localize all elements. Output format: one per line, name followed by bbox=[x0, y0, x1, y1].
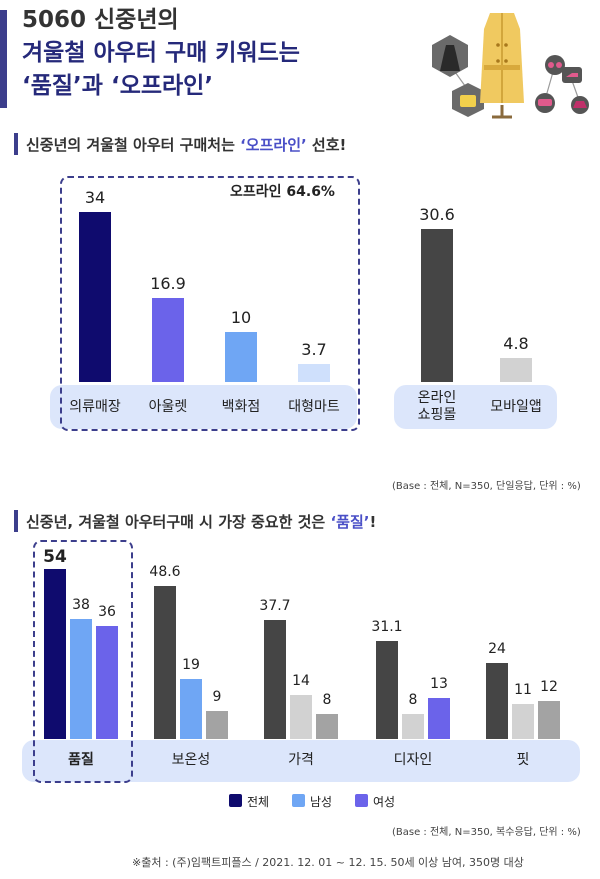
value-label-1: 34 bbox=[84, 188, 106, 207]
bar-보온성-남성 bbox=[180, 679, 202, 739]
bar-품질-남성 bbox=[70, 619, 92, 739]
legend-label-male: 남성 bbox=[310, 795, 333, 809]
section1-note: (Base : 전체, N=350, 단일응답, 단위 : %) bbox=[392, 481, 581, 492]
legend-swatch-total bbox=[229, 794, 242, 807]
category-label-line: 의류매장 bbox=[69, 399, 121, 415]
bar-6 bbox=[500, 358, 532, 382]
value-label-디자인-남성: 8 bbox=[408, 691, 418, 708]
category-label-3: 백화점 bbox=[201, 399, 281, 416]
category-label-2: 아울렛 bbox=[128, 399, 208, 416]
value-label-디자인-여성: 13 bbox=[430, 676, 448, 693]
value-label-핏-여성: 12 bbox=[540, 679, 558, 696]
section2-title-post: ! bbox=[369, 513, 377, 531]
section1-title: 신중년의 겨울철 아우터 구매처는 ‘오프라인’ 선호! bbox=[26, 134, 346, 155]
category-label-line: 모바일앱 bbox=[490, 399, 542, 415]
category-label-디자인: 디자인 bbox=[393, 752, 433, 768]
bar-품질-여성 bbox=[96, 625, 118, 739]
section2-title-highlight: ‘품질’ bbox=[330, 513, 370, 531]
bar-가격-전체 bbox=[264, 620, 286, 739]
bar-1 bbox=[79, 212, 111, 382]
section1-title-highlight: ‘오프라인’ bbox=[240, 136, 307, 154]
page-title: 5060 신중년의 겨울철 아우터 구매 키워드는 ‘품질’과 ‘오프라인’ bbox=[22, 4, 300, 103]
value-label-품질-여성: 36 bbox=[98, 603, 116, 620]
title-line-1: 5060 신중년의 bbox=[22, 7, 179, 33]
category-label-보온성: 보온성 bbox=[171, 752, 211, 768]
value-label-3: 10 bbox=[230, 308, 252, 327]
value-label-보온성-여성: 9 bbox=[212, 688, 222, 705]
section2-note: (Base : 전체, N=350, 복수응답, 단위 : %) bbox=[392, 827, 581, 838]
bar-5 bbox=[421, 229, 453, 382]
value-label-가격-남성: 14 bbox=[292, 672, 310, 689]
value-label-핏-전체: 24 bbox=[488, 641, 506, 658]
bar-보온성-여성 bbox=[206, 710, 228, 739]
bar-보온성-전체 bbox=[154, 585, 176, 739]
offline-highlight-box bbox=[60, 176, 360, 431]
category-label-line: 백화점 bbox=[221, 399, 261, 415]
category-label-핏: 핏 bbox=[516, 752, 530, 768]
online-category-band bbox=[394, 385, 557, 429]
source-note: ※출처 : (주)임팩트피플스 / 2021. 12. 01 ~ 12. 15.… bbox=[132, 856, 524, 869]
category-label-line: 대형마트 bbox=[288, 399, 340, 415]
bar-품질-전체 bbox=[44, 568, 66, 739]
bar-핏-여성 bbox=[538, 701, 560, 739]
value-label-5: 30.6 bbox=[419, 205, 455, 224]
value-label-가격-전체: 37.7 bbox=[259, 598, 291, 615]
bar-3 bbox=[225, 332, 257, 382]
value-label-4: 3.7 bbox=[301, 339, 327, 359]
bar-핏-남성 bbox=[512, 704, 534, 739]
bar-4 bbox=[298, 363, 330, 382]
outerwear-illustration bbox=[432, 13, 589, 119]
legend-swatch-male bbox=[292, 794, 305, 807]
value-label-6: 4.8 bbox=[503, 334, 529, 353]
section2-accent-bar bbox=[14, 510, 18, 532]
category-label-line: 온라인 bbox=[417, 390, 457, 406]
value-label-핏-남성: 11 bbox=[514, 682, 532, 699]
category-label-품질: 품질 bbox=[68, 752, 94, 768]
section1-title-post: 선호! bbox=[306, 136, 347, 154]
category-label-가격: 가격 bbox=[288, 752, 314, 768]
value-label-디자인-전체: 31.1 bbox=[371, 619, 403, 636]
bar-가격-여성 bbox=[316, 713, 338, 739]
category-label-6: 모바일앱 bbox=[476, 399, 556, 416]
section2-title-pre: 신중년, 겨울철 아우터구매 시 가장 중요한 것은 bbox=[26, 513, 331, 531]
section2-title: 신중년, 겨울철 아우터구매 시 가장 중요한 것은 ‘품질’! bbox=[26, 511, 376, 532]
bar-2 bbox=[152, 297, 184, 382]
value-label-2: 16.9 bbox=[150, 273, 186, 293]
bar-디자인-여성 bbox=[428, 698, 450, 739]
bar-핏-전체 bbox=[486, 663, 508, 739]
value-label-품질-남성: 38 bbox=[72, 597, 90, 614]
legend-label-total: 전체 bbox=[247, 795, 270, 809]
bar-디자인-남성 bbox=[402, 713, 424, 739]
category-label-line: 아울렛 bbox=[148, 399, 188, 415]
title-line-2: 겨울철 아우터 구매 키워드는 bbox=[22, 40, 300, 66]
title-accent-bar bbox=[0, 10, 7, 108]
glasses-icon bbox=[545, 55, 565, 75]
factor-category-band bbox=[22, 740, 580, 782]
offline-category-band bbox=[50, 385, 357, 429]
value-label-보온성-남성: 19 bbox=[182, 657, 200, 674]
bar-가격-남성 bbox=[290, 694, 312, 739]
category-label-line: 쇼핑몰 bbox=[417, 407, 457, 423]
quality-highlight-box bbox=[33, 540, 133, 783]
value-label-보온성-전체: 48.6 bbox=[149, 563, 181, 580]
offline-total-label: 오프라인 64.6% bbox=[230, 184, 335, 200]
category-label-4: 대형마트 bbox=[274, 399, 354, 416]
legend-swatch-female bbox=[355, 794, 368, 807]
category-label-1: 의류매장 bbox=[55, 399, 135, 416]
value-label-가격-여성: 8 bbox=[322, 691, 332, 708]
section1-accent-bar bbox=[14, 133, 18, 155]
section1-title-pre: 신중년의 겨울철 아우터 구매처는 bbox=[26, 136, 241, 154]
legend-label-female: 여성 bbox=[373, 795, 396, 809]
category-label-5: 온라인 쇼핑몰 bbox=[397, 390, 477, 424]
value-label-품질-전체: 54 bbox=[43, 546, 67, 567]
bar-디자인-전체 bbox=[376, 641, 398, 739]
title-line-3: ‘품질’과 ‘오프라인’ bbox=[22, 73, 214, 99]
